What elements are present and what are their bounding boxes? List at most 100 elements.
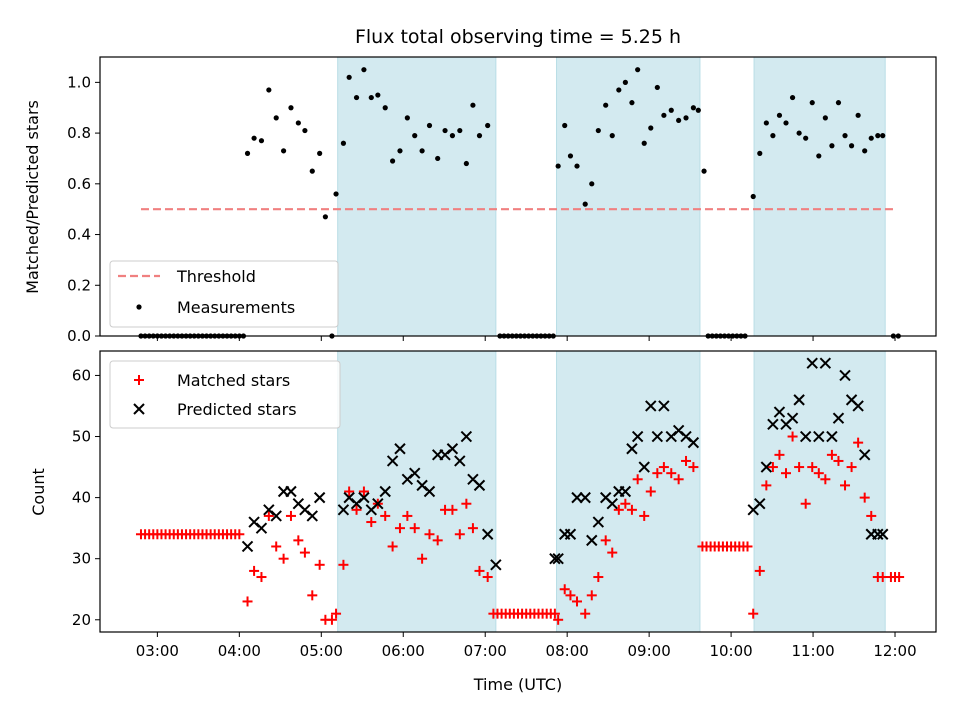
bottom-y-ticks: 20 30 40 50 60 [72,366,100,629]
data-point [244,150,251,156]
top-shaded-intervals [337,56,886,337]
data-point [631,430,644,443]
data-point [313,491,326,504]
data-point [586,590,597,601]
top-axes-frame [99,56,937,337]
shaded-interval-1 [556,56,701,337]
data-point [794,462,805,473]
data-point [816,153,822,159]
data-point [242,596,253,607]
shaded-interval-2 [753,350,886,633]
data-point [807,462,818,473]
data-point [333,191,339,197]
data-point [833,455,844,466]
data-point [307,590,318,601]
data-point [645,486,656,497]
data-point [351,504,362,515]
data-point [271,541,282,552]
data-point [683,115,689,121]
data-point [322,214,328,220]
data-point [337,504,350,516]
data-point [877,528,889,540]
data-point [353,94,360,101]
data-point [661,112,667,118]
data-point [607,547,618,558]
y-tick-label: 30 [72,550,91,568]
data-point [580,608,591,619]
panel-counts: 20 30 40 50 60 03:00 04:00 05:00 06:00 07:00 08:0… [29,350,937,694]
bottom-legend: Matched stars Predicted stars [109,360,341,429]
data-point [241,540,254,553]
data-point [572,596,583,607]
data-point [555,163,561,169]
data-point [490,559,502,571]
data-point [875,133,881,139]
data-point [447,504,458,515]
y-tick-label: 60 [72,366,91,384]
data-point [234,529,245,540]
data-point [358,486,369,497]
data-point [681,455,692,466]
data-point [372,498,384,510]
y-tick-label: 0.2 [67,276,91,294]
data-point [748,608,759,619]
data-point [606,498,618,510]
data-point [616,87,622,93]
bottom-x-ticks: 03:00 04:00 05:00 06:00 07:00 08:00 09:00 10:00… [136,632,917,660]
data-point [658,400,670,412]
data-point [880,133,886,139]
data-point [571,491,583,504]
data-point [742,541,753,552]
data-point [379,485,391,498]
shaded-interval-2 [753,56,886,337]
data-point [326,614,337,625]
data-point [613,504,624,515]
data-point [344,486,355,497]
data-point [832,412,845,424]
top-legend: Threshold Measurements [109,260,339,328]
data-point [409,523,420,534]
data-point [800,498,811,509]
data-point [463,160,469,167]
data-point [256,572,267,583]
data-point [652,468,663,479]
y-tick-label: 0.8 [67,124,91,142]
data-point [249,565,260,576]
data-point [366,517,377,528]
data-point [840,480,851,491]
data-point [285,485,297,498]
data-point [589,181,595,187]
data-point [839,369,851,382]
bottom-legend-box [109,360,341,429]
data-point [485,122,491,129]
data-point [346,74,352,80]
data-point [306,510,318,522]
data-point [842,133,848,139]
data-point [648,125,654,131]
data-point [567,153,574,159]
data-point [394,523,405,534]
data-point [673,474,684,485]
data-point [619,485,632,498]
data-point [258,138,265,144]
top-y-axis-label: Matched/Predicted stars [23,100,42,294]
legend-measurements-swatch [136,304,142,310]
data-point [266,87,272,93]
data-point [426,122,433,129]
data-point [767,462,778,473]
data-point [592,516,605,528]
data-point [651,430,664,443]
x-tick-label: 11:00 [791,642,834,660]
data-point [423,485,436,498]
data-point [809,100,815,106]
data-point [787,431,798,442]
data-point [862,148,868,154]
data-point [641,140,647,146]
data-point [645,400,657,412]
data-point [770,133,776,139]
legend-threshold-label: Threshold [176,267,256,286]
data-point [446,443,459,455]
data-point [417,553,428,564]
data-point [789,94,796,101]
